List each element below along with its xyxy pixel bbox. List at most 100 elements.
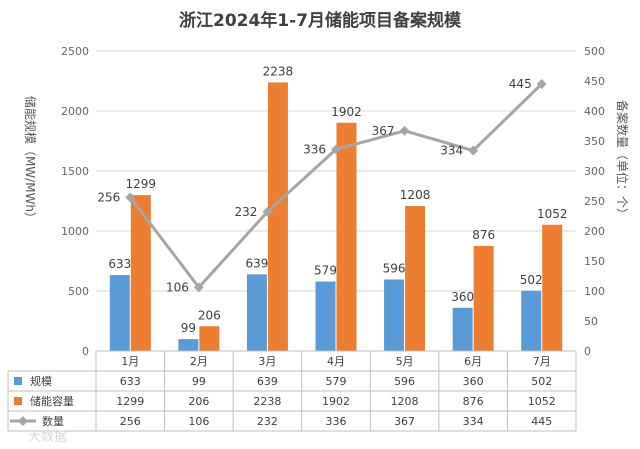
count-point <box>468 145 479 156</box>
count-data-label: 445 <box>509 77 532 91</box>
scale-data-label: 502 <box>520 273 543 287</box>
right-tick-label: 500 <box>584 45 605 58</box>
category-label: 1月 <box>121 355 139 368</box>
watermark-text: 大数据 <box>28 430 67 445</box>
bar-capacity <box>405 206 426 351</box>
table-cell: 633 <box>120 375 141 388</box>
category-label: 4月 <box>327 355 345 368</box>
left-tick-label: 1500 <box>61 165 89 178</box>
capacity-data-label: 1299 <box>126 177 157 191</box>
table-cell: 2238 <box>253 395 281 408</box>
count-line <box>125 79 547 293</box>
right-tick-label: 450 <box>584 75 605 88</box>
chart-title: 浙江2024年1-7月储能项目备案规模 <box>179 10 462 31</box>
capacity-data-label: 1052 <box>537 207 568 221</box>
left-tick-label: 1000 <box>61 225 89 238</box>
bars <box>109 82 563 351</box>
left-axis-ticks: 0 500 1000 1500 2000 2500 <box>61 45 89 358</box>
capacity-data-label: 876 <box>472 228 495 242</box>
table-cell: 639 <box>257 375 278 388</box>
right-axis-ticks: 0 50 100 150 200 250 300 350 400 450 500 <box>584 45 605 358</box>
left-axis-title: 储能规模（MW/MWh） <box>23 96 38 224</box>
category-label: 6月 <box>464 355 482 368</box>
legend-swatch <box>14 377 22 385</box>
table-cell: 360 <box>463 375 484 388</box>
bar-capacity <box>336 122 357 351</box>
table-cell: 1052 <box>528 395 556 408</box>
count-data-label: 256 <box>97 190 120 204</box>
count-data-label: 334 <box>440 144 463 158</box>
table-cell: 206 <box>188 395 209 408</box>
count-data-label: 106 <box>166 280 189 294</box>
table-cell: 232 <box>257 415 278 428</box>
capacity-data-label: 1902 <box>331 105 362 119</box>
bar-scale <box>109 275 130 351</box>
bar-scale <box>246 274 267 351</box>
bar-capacity <box>130 195 151 351</box>
right-tick-label: 400 <box>584 105 605 118</box>
category-label: 7月 <box>533 355 551 368</box>
scale-data-label: 633 <box>108 257 131 271</box>
right-tick-label: 200 <box>584 225 605 238</box>
bar-capacity <box>267 82 288 351</box>
table-cell: 1208 <box>391 395 419 408</box>
left-tick-label: 500 <box>68 285 89 298</box>
table-cell: 445 <box>531 415 552 428</box>
left-tick-label: 2500 <box>61 45 89 58</box>
table-cell: 367 <box>394 415 415 428</box>
table-cell: 256 <box>120 415 141 428</box>
category-label: 3月 <box>258 355 276 368</box>
count-data-label: 232 <box>235 205 258 219</box>
left-tick-label: 2000 <box>61 105 89 118</box>
bar-capacity <box>473 245 494 351</box>
bar-scale <box>315 281 336 351</box>
table-cell: 502 <box>531 375 552 388</box>
scale-data-label: 579 <box>314 264 337 278</box>
capacity-data-label: 2238 <box>263 64 294 78</box>
table-cell: 579 <box>326 375 347 388</box>
table-cell: 876 <box>463 395 484 408</box>
bar-scale <box>178 339 199 351</box>
data-labels: 633 99 639 579 596 360 502 1299 206 2238 1902 1208 8… <box>97 64 567 335</box>
table-cell: 334 <box>463 415 484 428</box>
right-axis-title: 备案数量（单位：个） <box>615 100 630 220</box>
right-tick-label: 250 <box>584 195 605 208</box>
scale-data-label: 596 <box>383 261 406 275</box>
legend-label: 储能容量 <box>30 394 74 408</box>
bar-scale <box>384 279 405 351</box>
bar-scale <box>521 290 542 351</box>
count-point <box>193 282 204 293</box>
legend-swatch <box>14 397 22 405</box>
count-data-label: 336 <box>303 142 326 156</box>
bar-scale <box>452 307 473 351</box>
table-cell: 106 <box>188 415 209 428</box>
scale-data-label: 639 <box>245 256 268 270</box>
right-tick-label: 150 <box>584 255 605 268</box>
table-cell: 1902 <box>322 395 350 408</box>
legend-label: 数量 <box>42 415 64 428</box>
count-data-label: 367 <box>372 124 395 138</box>
legend-label: 规模 <box>30 374 52 388</box>
legend-marker <box>18 416 28 426</box>
category-label: 2月 <box>190 355 208 368</box>
right-tick-label: 100 <box>584 285 605 298</box>
scale-data-label: 99 <box>181 321 196 335</box>
scale-data-label: 360 <box>451 290 474 304</box>
bar-capacity <box>199 326 220 351</box>
bar-capacity <box>542 224 563 351</box>
right-tick-label: 300 <box>584 165 605 178</box>
table-cell: 596 <box>394 375 415 388</box>
right-tick-label: 50 <box>584 315 598 328</box>
count-point <box>399 125 410 136</box>
table-cell: 99 <box>192 375 206 388</box>
count-point <box>331 144 341 155</box>
capacity-data-label: 206 <box>198 308 221 322</box>
count-point <box>536 79 547 89</box>
left-tick-label: 0 <box>82 345 89 358</box>
right-tick-label: 350 <box>584 135 605 148</box>
table-cell: 1299 <box>116 395 144 408</box>
category-label: 5月 <box>396 355 414 368</box>
count-point <box>262 206 273 217</box>
